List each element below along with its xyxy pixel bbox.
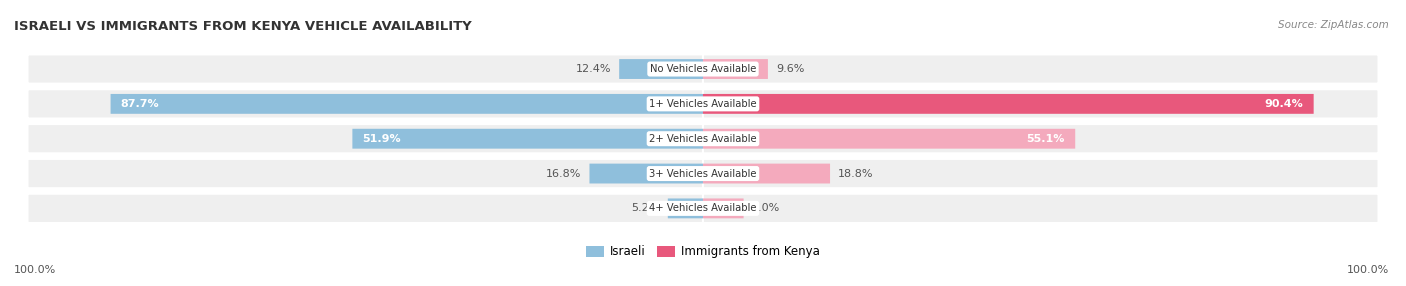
FancyBboxPatch shape xyxy=(703,124,1378,153)
FancyBboxPatch shape xyxy=(703,194,1378,223)
FancyBboxPatch shape xyxy=(28,89,703,118)
Text: 55.1%: 55.1% xyxy=(1026,134,1064,144)
Text: 12.4%: 12.4% xyxy=(575,64,612,74)
Text: 100.0%: 100.0% xyxy=(14,265,56,275)
FancyBboxPatch shape xyxy=(668,198,703,218)
Legend: Israeli, Immigrants from Kenya: Israeli, Immigrants from Kenya xyxy=(582,241,824,263)
FancyBboxPatch shape xyxy=(703,198,744,218)
Text: 4+ Vehicles Available: 4+ Vehicles Available xyxy=(650,203,756,213)
Text: 9.6%: 9.6% xyxy=(776,64,804,74)
FancyBboxPatch shape xyxy=(28,54,703,84)
Text: 6.0%: 6.0% xyxy=(752,203,780,213)
FancyBboxPatch shape xyxy=(703,159,1378,188)
FancyBboxPatch shape xyxy=(353,129,703,149)
Text: 51.9%: 51.9% xyxy=(363,134,401,144)
FancyBboxPatch shape xyxy=(703,129,1076,149)
FancyBboxPatch shape xyxy=(703,94,1313,114)
Text: 18.8%: 18.8% xyxy=(838,168,873,178)
FancyBboxPatch shape xyxy=(703,54,1378,84)
FancyBboxPatch shape xyxy=(28,124,703,153)
FancyBboxPatch shape xyxy=(619,59,703,79)
FancyBboxPatch shape xyxy=(28,159,703,188)
Text: 3+ Vehicles Available: 3+ Vehicles Available xyxy=(650,168,756,178)
FancyBboxPatch shape xyxy=(703,164,830,184)
Text: 16.8%: 16.8% xyxy=(546,168,582,178)
FancyBboxPatch shape xyxy=(703,89,1378,118)
FancyBboxPatch shape xyxy=(703,59,768,79)
Text: 2+ Vehicles Available: 2+ Vehicles Available xyxy=(650,134,756,144)
Text: 100.0%: 100.0% xyxy=(1347,265,1389,275)
FancyBboxPatch shape xyxy=(28,194,703,223)
FancyBboxPatch shape xyxy=(589,164,703,184)
Text: 90.4%: 90.4% xyxy=(1265,99,1303,109)
Text: 1+ Vehicles Available: 1+ Vehicles Available xyxy=(650,99,756,109)
Text: ISRAELI VS IMMIGRANTS FROM KENYA VEHICLE AVAILABILITY: ISRAELI VS IMMIGRANTS FROM KENYA VEHICLE… xyxy=(14,20,472,33)
Text: 5.2%: 5.2% xyxy=(631,203,659,213)
FancyBboxPatch shape xyxy=(111,94,703,114)
Text: No Vehicles Available: No Vehicles Available xyxy=(650,64,756,74)
Text: 87.7%: 87.7% xyxy=(121,99,159,109)
Text: Source: ZipAtlas.com: Source: ZipAtlas.com xyxy=(1278,20,1389,30)
